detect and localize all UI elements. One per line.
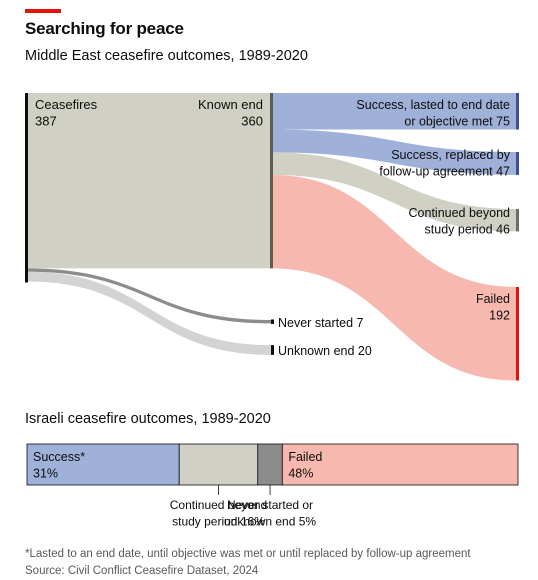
- sankey-label-unknown-end: Unknown end 20: [278, 344, 372, 358]
- bar-segment-2: [257, 443, 283, 486]
- sankey-node-success-replaced: [516, 152, 519, 175]
- bar-segment-1: [178, 443, 259, 486]
- sankey-link-success-replaced: [271, 129, 517, 175]
- sankey-node-failed: [516, 287, 519, 381]
- sankey-label-success-replaced: Success, replaced by follow-up agreement …: [379, 148, 510, 179]
- bar-label-2: Never started or unknown end 5%: [224, 498, 316, 529]
- sankey-label-never-started: Never started 7: [278, 316, 364, 330]
- sankey-link-failed: [271, 174, 517, 381]
- bar-subtitle: Israeli ceasefire outcomes, 1989-2020: [25, 411, 271, 427]
- accent-tag: [25, 9, 61, 13]
- sankey-link-success-end: [271, 93, 517, 130]
- sankey-node-unknown-end: [271, 345, 274, 355]
- chart-title: Searching for peace: [25, 19, 184, 38]
- sankey-label-success-end: Success, lasted to end date or objective …: [356, 98, 510, 129]
- sankey-label-failed: Failed 192: [476, 292, 510, 323]
- sankey-link-unknown-end: [27, 271, 271, 355]
- sankey-node-never-started: [271, 319, 274, 324]
- sankey-node-continued: [516, 209, 519, 232]
- sankey-label-ceasefires: Ceasefires 387: [35, 97, 98, 129]
- sankey-subtitle: Middle East ceasefire outcomes, 1989-202…: [25, 48, 308, 64]
- sankey-node-ceasefires: [25, 93, 28, 283]
- bar-label-0: Success* 31%: [33, 450, 85, 481]
- sankey-node-success-end: [516, 93, 519, 130]
- sankey-label-continued: Continued beyond study period 46: [409, 206, 511, 237]
- bar-label-1: Continued beyond study period 16%: [170, 498, 267, 529]
- bar-label-3: Failed 48%: [288, 450, 322, 481]
- footnote: *Lasted to an end date, until objective …: [25, 548, 471, 560]
- sankey-node-known-end: [270, 93, 273, 269]
- bar-segment-3: [281, 443, 519, 486]
- source-note: Source: Civil Conflict Ceasefire Dataset…: [25, 565, 259, 577]
- bar-segment-0: [26, 443, 180, 486]
- sankey-label-known-end: Known end 360: [198, 97, 263, 129]
- sankey-link-known-end: [27, 93, 271, 269]
- sankey-link-never-started: [27, 268, 271, 324]
- sankey-link-continued: [271, 152, 517, 232]
